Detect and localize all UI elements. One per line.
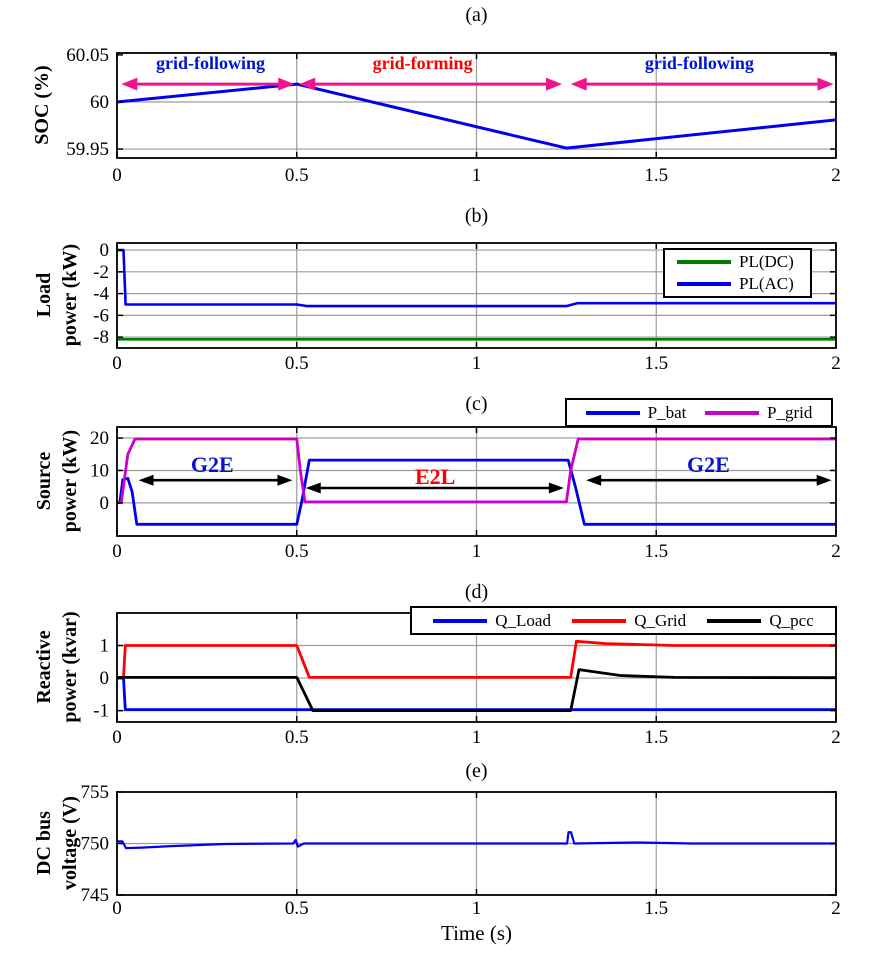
legend-line <box>707 618 762 623</box>
legend-label: P_grid <box>767 402 813 422</box>
panel-d: 0 0.5 1 1.5 210-1 <box>93 612 841 748</box>
x-tick-label: 1.5 <box>644 165 668 186</box>
series-P_grid <box>117 437 836 504</box>
series-SOC <box>117 82 836 150</box>
panel-c-title: (c) <box>465 393 488 415</box>
annotation-text: G2E <box>191 452 234 477</box>
x-tick-label: 1 <box>472 727 482 748</box>
y-tick-label: -1 <box>93 701 109 722</box>
legend-line <box>433 618 488 623</box>
y-tick-label: -6 <box>93 305 109 326</box>
y-tick-label: 59.95 <box>66 139 109 160</box>
x-tick-label: 1.5 <box>644 727 668 748</box>
legend-label: Q_Load <box>495 610 551 630</box>
panel-b-title: (b) <box>464 205 489 227</box>
legend-label: P_bat <box>647 402 687 422</box>
y-tick-label: 755 <box>81 782 110 803</box>
x-tick-label: 1 <box>472 353 482 374</box>
annotation-double-arrow <box>138 474 293 486</box>
y-tick-label: -8 <box>93 327 109 348</box>
panel-a: 0 0.5 1 1.5 2 60.05 60 59.95 grid-following grid-… <box>66 45 841 186</box>
y-tick-label: -2 <box>93 262 109 283</box>
y-tick-label: 60 <box>90 92 109 113</box>
panel-d-title: (d) <box>464 581 489 603</box>
x-tick-label: 1 <box>472 541 482 562</box>
legend-line <box>705 410 760 415</box>
y-tick-label: 0 <box>100 240 110 261</box>
legend-label: Q_pcc <box>769 610 814 630</box>
x-tick-label: 0 <box>112 165 122 186</box>
legend-line <box>572 618 627 623</box>
x-tick-label: 0.5 <box>285 541 309 562</box>
legend-entry: Q_Grid <box>572 611 686 631</box>
x-tick-label: 0 <box>112 727 122 748</box>
annotation-text: grid-following <box>156 53 265 73</box>
series-Q_pcc <box>117 668 836 712</box>
y-tick-label: 0 <box>100 493 110 514</box>
legend-source-power: P_bat P_grid <box>565 398 833 427</box>
series-PL(AC) <box>117 248 836 308</box>
legend-load-power: PL(DC) PL(AC) <box>663 248 812 298</box>
panel-e-ylabel: DC bus voltage (V) <box>33 796 81 890</box>
legend-entry: Q_Load <box>433 611 551 631</box>
y-tick-label: 1 <box>100 636 110 657</box>
x-tick-label: 0.5 <box>285 353 309 374</box>
x-tick-label: 1.5 <box>644 898 668 919</box>
x-tick-label: 1.5 <box>644 353 668 374</box>
annotation-text: grid-forming <box>373 53 473 73</box>
y-tick-label: 20 <box>90 428 109 449</box>
legend-label: Q_Grid <box>634 610 687 630</box>
x-tick-label: 2 <box>831 165 841 186</box>
annotation-text: E2L <box>415 464 455 489</box>
x-tick-label: 1 <box>472 165 482 186</box>
x-tick-label: 2 <box>831 353 841 374</box>
annotation-double-arrow <box>121 77 295 91</box>
x-tick-label: 0.5 <box>285 165 309 186</box>
annotation-double-arrow <box>305 482 564 494</box>
panel-c: 0 0.5 1 1.5 2 20 10 0 G2E E2L G2E <box>90 426 841 562</box>
y-tick-label: -4 <box>93 284 109 305</box>
legend-entry: PL(DC) <box>677 252 794 272</box>
y-tick-label: 750 <box>81 834 110 855</box>
legend-entry: Q_pcc <box>707 610 814 631</box>
x-tick-label: 1.5 <box>644 541 668 562</box>
series-P_bat <box>117 458 836 526</box>
legend-entry: P_bat <box>585 402 687 423</box>
annotation-text: grid-following <box>645 53 754 73</box>
x-tick-label: 2 <box>831 541 841 562</box>
annotation-double-arrow <box>586 474 832 486</box>
x-tick-label: 2 <box>831 898 841 919</box>
legend-line <box>677 282 731 286</box>
legend-line <box>677 260 731 264</box>
panel-e-title: (e) <box>465 760 488 782</box>
legend-label: PL(AC) <box>739 274 794 293</box>
series-Q_Grid <box>117 639 836 679</box>
x-axis-label: Time (s) <box>441 921 512 945</box>
panel-a-ylabel: SOC (%) <box>31 65 53 145</box>
panel-a-title: (a) <box>465 4 488 26</box>
y-tick-label: 0 <box>100 668 110 689</box>
x-tick-label: 0 <box>112 898 122 919</box>
y-tick-label: 10 <box>90 460 109 481</box>
y-tick-label: 745 <box>81 885 110 906</box>
x-tick-label: 2 <box>831 727 841 748</box>
x-tick-label: 0.5 <box>285 727 309 748</box>
x-tick-label: 0.5 <box>285 898 309 919</box>
annotation-double-arrow <box>299 77 563 91</box>
y-tick-label: 60.05 <box>66 45 109 66</box>
legend-label: PL(DC) <box>739 252 794 271</box>
x-tick-label: 0 <box>112 353 122 374</box>
annotation-double-arrow <box>570 77 834 91</box>
legend-reactive-power: Q_Load Q_Grid Q_pcc <box>410 606 837 635</box>
legend-line <box>585 410 640 415</box>
legend-entry: PL(AC) <box>677 274 794 294</box>
x-tick-label: 1 <box>472 898 482 919</box>
legend-entry: P_grid <box>705 403 812 423</box>
x-tick-label: 0 <box>112 541 122 562</box>
annotation-text: G2E <box>687 452 730 477</box>
panel-e: 0 0.5 1 1.5 2 755 750 745 <box>81 782 841 919</box>
series-Vdc <box>117 831 836 850</box>
